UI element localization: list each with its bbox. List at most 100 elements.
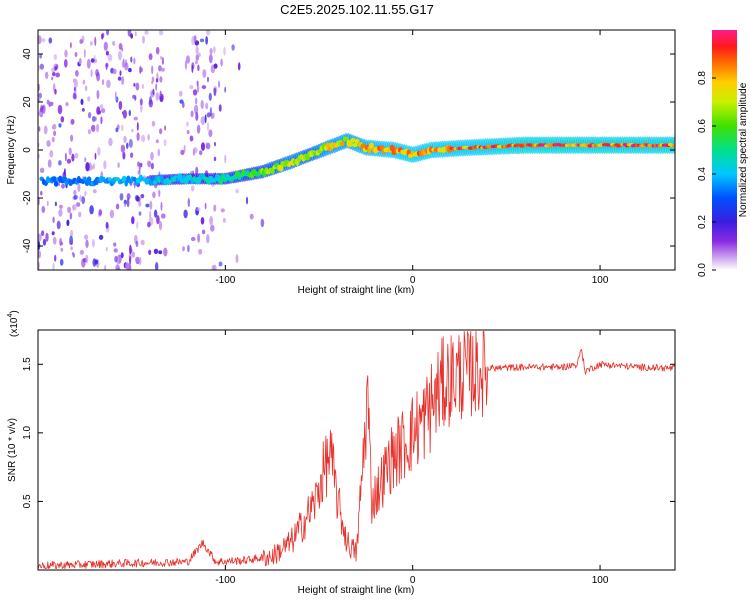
noise-speck <box>86 59 91 69</box>
noise-speck <box>187 244 190 253</box>
noise-speck <box>160 201 163 211</box>
noise-speck <box>237 62 241 71</box>
noise-speck <box>204 202 207 210</box>
noise-speck <box>178 90 183 97</box>
noise-speck <box>199 38 205 43</box>
noise-speck <box>38 233 42 242</box>
noise-speck <box>114 91 117 101</box>
noise-speck <box>142 35 145 44</box>
noise-speck <box>106 79 111 89</box>
noise-speck <box>100 108 106 114</box>
noise-speck <box>87 129 91 135</box>
noise-speck <box>205 36 209 45</box>
noise-speck <box>91 116 96 122</box>
y-tick-label: 0 <box>22 147 33 153</box>
noise-speck <box>235 188 240 194</box>
noise-speck <box>39 54 42 59</box>
noise-speck <box>108 137 113 147</box>
noise-speck <box>58 182 61 187</box>
noise-speck <box>197 64 200 72</box>
noise-speck <box>160 55 163 60</box>
noise-speck <box>140 239 145 246</box>
noise-speck <box>52 123 57 130</box>
noise-speck <box>74 86 76 91</box>
noise-speck <box>197 233 201 243</box>
colorbar-ticks: 0.0 0.2 0.4 0.6 0.8 <box>697 71 716 277</box>
colorbar-tick-label: 0.6 <box>697 119 708 133</box>
noise-speck <box>136 121 139 131</box>
noise-speck <box>84 85 88 92</box>
noise-speck <box>107 53 113 62</box>
svg-text:(x104): (x104) <box>7 310 20 337</box>
noise-speck <box>190 185 195 192</box>
heatmap-noise-speckle <box>38 30 265 270</box>
noise-speck <box>180 149 185 155</box>
noise-speck <box>53 54 58 61</box>
noise-speck <box>155 139 159 144</box>
noise-speck <box>126 193 131 200</box>
noise-speck <box>90 58 95 63</box>
noise-speck <box>138 211 142 216</box>
noise-speck <box>115 203 120 210</box>
ridge-point <box>124 180 128 187</box>
noise-speck <box>130 152 134 158</box>
noise-speck <box>161 67 165 72</box>
noise-speck <box>183 144 186 153</box>
noise-speck <box>38 92 42 99</box>
noise-speck <box>120 252 124 259</box>
noise-speck <box>68 147 72 156</box>
noise-speck <box>231 44 235 51</box>
noise-speck <box>59 204 63 209</box>
ridge-point <box>132 176 137 182</box>
noise-speck <box>138 200 142 207</box>
noise-speck <box>125 262 130 270</box>
noise-speck <box>72 92 77 100</box>
colorbar-tick-label: 0.4 <box>697 167 708 181</box>
noise-speck <box>125 59 127 67</box>
noise-speck <box>70 246 73 251</box>
noise-speck <box>94 58 98 64</box>
noise-speck <box>140 194 145 199</box>
noise-speck <box>73 78 78 88</box>
noise-speck <box>197 52 201 58</box>
noise-speck <box>46 140 51 147</box>
noise-speck <box>132 94 136 99</box>
noise-speck <box>99 104 104 109</box>
noise-speck <box>48 37 53 44</box>
noise-speck <box>150 92 153 97</box>
snr-y-axis: 0.5 1.0 1.5 <box>22 357 675 508</box>
noise-speck <box>155 92 160 101</box>
noise-speck <box>159 76 163 83</box>
noise-speck <box>83 48 86 58</box>
noise-speck <box>54 254 57 262</box>
noise-speck <box>103 41 108 51</box>
noise-speck <box>69 212 73 220</box>
snr-x-axis-label: Height of straight line (km) <box>298 585 415 596</box>
noise-speck <box>69 229 74 238</box>
noise-speck <box>158 220 163 231</box>
noise-speck <box>209 48 213 55</box>
snr-y-scale-factor: (x104) <box>7 310 20 337</box>
noise-speck <box>157 148 161 157</box>
noise-speck <box>163 247 168 257</box>
noise-speck <box>139 98 143 106</box>
noise-speck <box>122 151 126 160</box>
noise-speck <box>218 80 220 88</box>
noise-speck <box>71 153 75 162</box>
noise-speck <box>199 150 203 156</box>
noise-speck <box>148 99 153 108</box>
noise-speck <box>153 209 158 218</box>
noise-speck <box>130 248 133 253</box>
noise-speck <box>213 63 218 69</box>
noise-speck <box>74 52 78 57</box>
ridge-point <box>86 176 92 182</box>
ridge-point <box>51 176 57 183</box>
ridge-point <box>83 176 87 182</box>
noise-speck <box>149 200 153 210</box>
noise-speck <box>155 262 159 270</box>
noise-speck <box>53 130 57 137</box>
colorbar-tick-label: 0.0 <box>697 263 708 277</box>
heatmap-ridge <box>39 133 675 187</box>
noise-speck <box>148 249 152 255</box>
